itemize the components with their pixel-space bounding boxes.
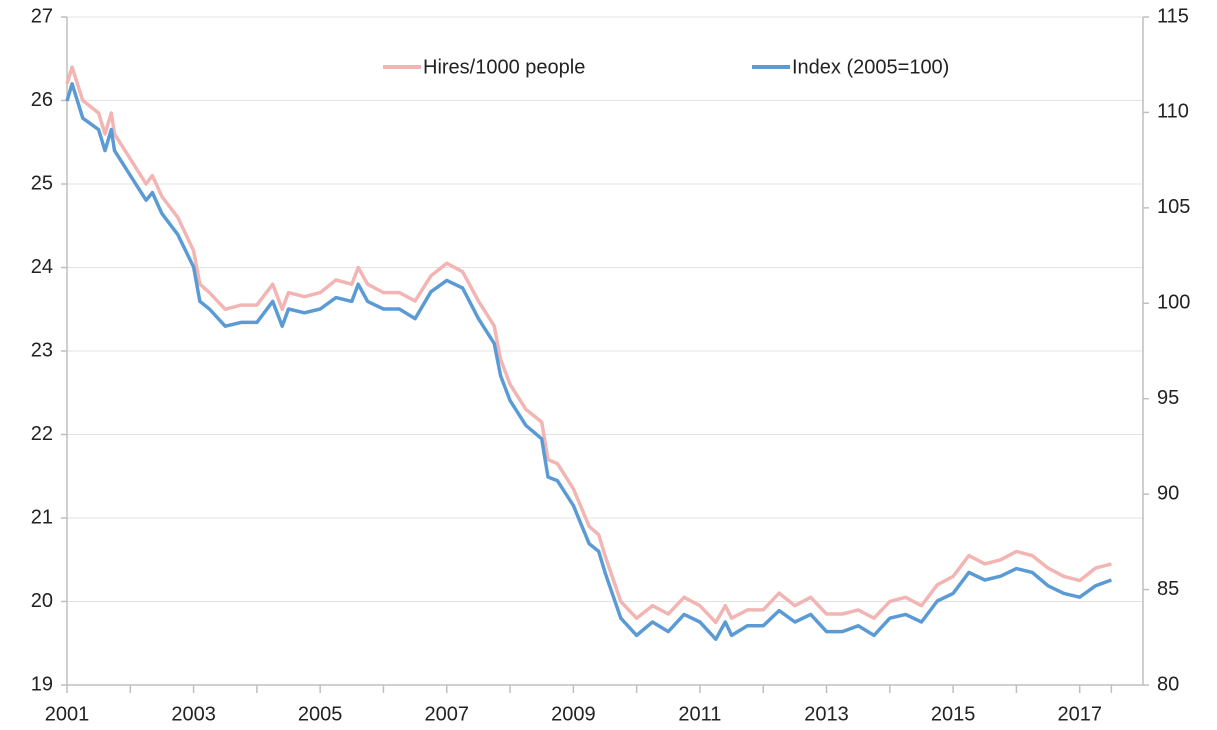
series-line — [65, 65, 1112, 625]
y-tick-label: 22 — [31, 423, 53, 445]
x-tick-label: 2009 — [551, 703, 596, 725]
y2-tick-label: 80 — [1157, 673, 1179, 695]
y2-tick-label: 100 — [1157, 292, 1190, 314]
y2-tick-label: 110 — [1157, 101, 1189, 123]
y2-tick-label: 95 — [1157, 387, 1179, 409]
y2-tick-label: 85 — [1157, 578, 1179, 600]
y-tick-label: 19 — [31, 673, 53, 695]
x-tick-label: 2001 — [45, 703, 90, 725]
legend-label: Hires/1000 people — [423, 56, 585, 78]
y2-tick-label: 90 — [1157, 482, 1179, 504]
x-tick-label: 2005 — [298, 703, 343, 725]
y2-tick-label: 115 — [1157, 5, 1189, 27]
y-tick-label: 24 — [31, 256, 53, 278]
x-tick-label: 2013 — [804, 703, 849, 725]
x-tick-label: 2003 — [171, 703, 216, 725]
series-line — [65, 82, 1112, 641]
y-tick-label: 26 — [31, 89, 53, 111]
y-tick-label: 23 — [31, 339, 53, 361]
x-tick-label: 2007 — [425, 703, 470, 725]
y2-tick-label: 105 — [1157, 196, 1190, 218]
y-tick-label: 20 — [31, 590, 53, 612]
x-tick-label: 2015 — [931, 703, 976, 725]
legend-label: Index (2005=100) — [792, 56, 949, 78]
y-tick-label: 27 — [31, 5, 53, 27]
y-tick-label: 25 — [31, 172, 53, 194]
y-tick-label: 21 — [31, 506, 53, 528]
x-tick-label: 2011 — [678, 703, 721, 725]
x-tick-label: 2017 — [1057, 703, 1102, 725]
